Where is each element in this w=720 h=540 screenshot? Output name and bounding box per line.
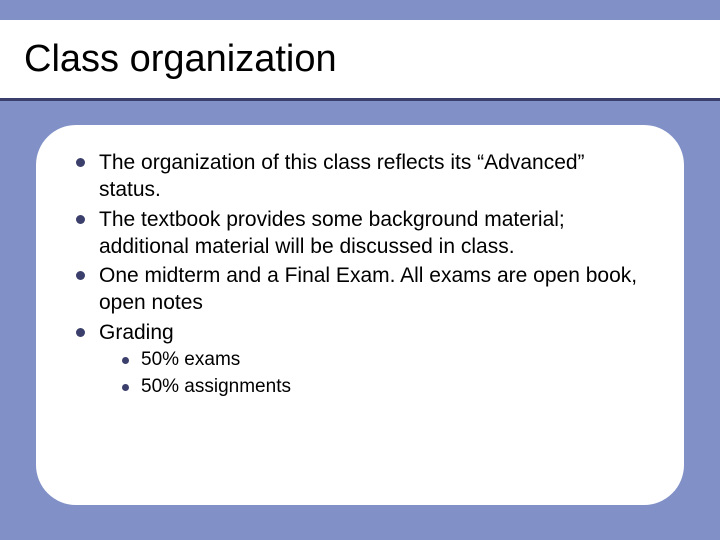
sub-bullet-icon — [122, 384, 129, 391]
bullet-text: The organization of this class reflects … — [99, 149, 644, 204]
bullet-list: The organization of this class reflects … — [76, 149, 644, 346]
bullet-icon — [76, 158, 85, 167]
bullet-icon — [76, 215, 85, 224]
list-item: Grading — [76, 319, 644, 346]
title-bar: Class organization — [0, 20, 720, 98]
sub-list-item: 50% exams — [122, 348, 644, 373]
sub-list-item: 50% assignments — [122, 375, 644, 400]
sub-bullet-text: 50% exams — [141, 348, 240, 373]
bullet-icon — [76, 328, 85, 337]
list-item: The textbook provides some background ma… — [76, 206, 644, 261]
list-item: One midterm and a Final Exam. All exams … — [76, 262, 644, 317]
bullet-icon — [76, 271, 85, 280]
bullet-text: Grading — [99, 319, 174, 346]
slide: Class organization The organization of t… — [0, 0, 720, 540]
content-panel: The organization of this class reflects … — [36, 125, 684, 505]
bullet-text: The textbook provides some background ma… — [99, 206, 644, 261]
list-item: The organization of this class reflects … — [76, 149, 644, 204]
title-underline — [0, 98, 720, 101]
sub-bullet-text: 50% assignments — [141, 375, 291, 400]
sub-bullet-icon — [122, 357, 129, 364]
bullet-text: One midterm and a Final Exam. All exams … — [99, 262, 644, 317]
sub-bullet-list: 50% exams 50% assignments — [122, 348, 644, 399]
slide-title: Class organization — [24, 38, 337, 81]
